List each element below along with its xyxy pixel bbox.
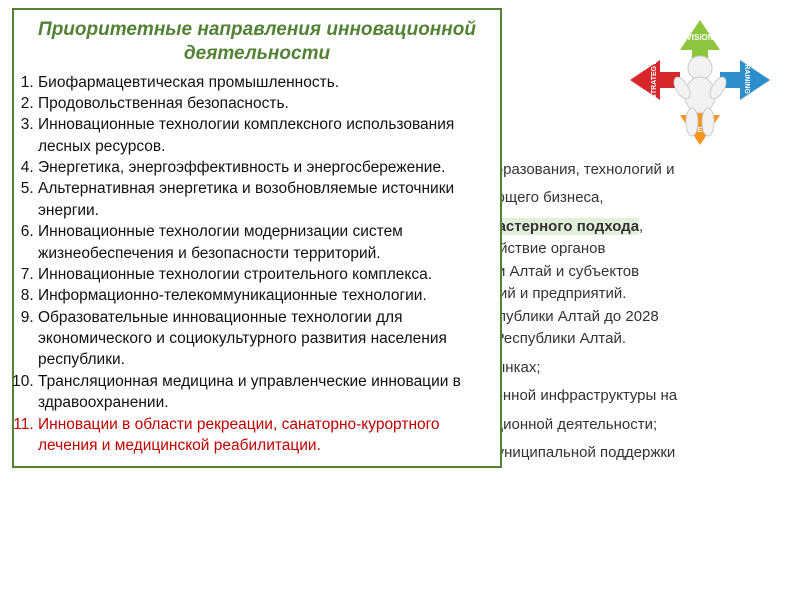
priority-item: Инновационные технологии комплексного ис… (38, 114, 490, 157)
arrow-label-training: TRAINING (743, 60, 750, 94)
priority-item: Биофармацевтическая промышленность. (38, 72, 490, 93)
arrow-label-strategy: STRATEGY (651, 61, 658, 99)
priority-item: Инновационные технологии модернизации си… (38, 221, 490, 264)
priority-item: Альтернативная энергетика и возобновляем… (38, 178, 490, 221)
arrow-label-vision: VISION (686, 33, 713, 42)
priority-title: Приоритетные направления инновационной д… (24, 18, 490, 66)
priority-directions-box: Приоритетные направления инновационной д… (12, 8, 502, 468)
priority-item: Продовольственная безопасность. (38, 93, 490, 114)
priority-item: Образовательные инновационные технологии… (38, 307, 490, 371)
priority-list: Биофармацевтическая промышленность.Продо… (24, 72, 490, 457)
priority-item: Трансляционная медицина и управленческие… (38, 371, 490, 414)
strategy-arrows-figure: VISION TRAINING STRATEGY DEVELOP (620, 10, 780, 160)
strategy-svg: VISION TRAINING STRATEGY DEVELOP (620, 10, 780, 160)
priority-item: Энергетика, энергоэффективность и энерго… (38, 157, 490, 178)
priority-item: Информационно-телекоммуникационные техно… (38, 285, 490, 306)
priority-item: Инновации в области рекреации, санаторно… (38, 414, 490, 457)
priority-item: Инновационные технологии строительного к… (38, 264, 490, 285)
